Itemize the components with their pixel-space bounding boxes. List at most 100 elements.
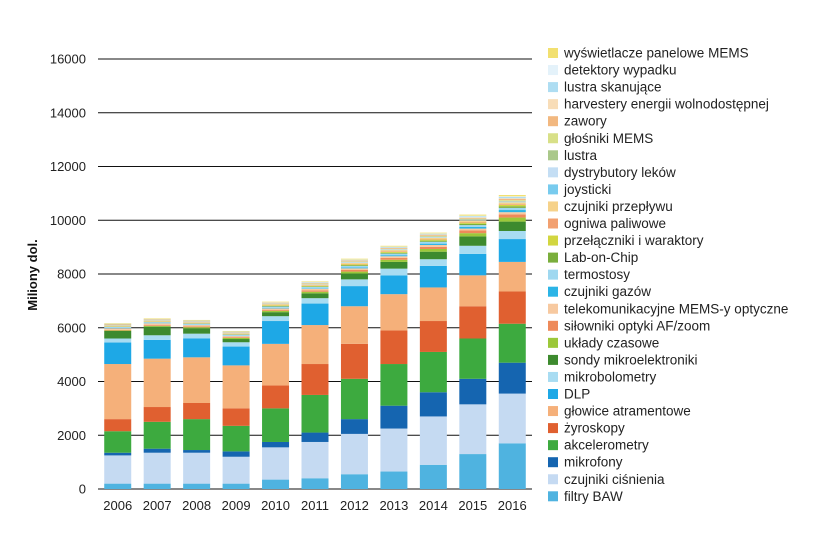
bar-segment	[222, 408, 250, 426]
legend-swatch	[548, 252, 558, 263]
bar-segment	[262, 316, 290, 322]
bar-segment	[143, 448, 171, 453]
bar-segment	[183, 320, 211, 322]
bar-segment	[183, 450, 211, 453]
bar-segment	[222, 334, 250, 336]
bar-segment	[262, 385, 290, 409]
legend-swatch	[548, 354, 558, 365]
bar-segment	[143, 407, 171, 422]
bar-segment	[380, 249, 408, 250]
bar-segment	[143, 452, 171, 484]
bar-segment	[459, 219, 487, 220]
bar-segment	[262, 310, 290, 313]
bar-segment	[498, 393, 526, 444]
bar-segment	[222, 331, 250, 333]
bar-segment	[498, 202, 526, 205]
bar-segment	[183, 403, 211, 420]
legend-entry: mikrobolometry	[564, 369, 657, 384]
bar-segment	[262, 306, 290, 308]
bar-segment	[262, 321, 290, 344]
legend-swatch	[548, 457, 558, 468]
legend: wyświetlacze panelowe MEMS detektory wypa…	[548, 46, 788, 504]
bar-segment	[183, 419, 211, 451]
bar-segment	[419, 236, 447, 238]
bar-segment	[262, 343, 290, 386]
bar-segment	[459, 306, 487, 339]
legend-entry: detektory wypadku	[564, 63, 677, 78]
bar-segment	[419, 259, 447, 266]
legend-swatch	[548, 150, 558, 161]
bar-segment	[419, 246, 447, 250]
x-tick-label: 2009	[222, 498, 251, 513]
bar-segment	[301, 284, 329, 286]
bar-segment	[498, 204, 526, 205]
bar-segment	[340, 267, 368, 269]
bar-segment	[419, 251, 447, 260]
y-tick-label: 4000	[57, 374, 86, 389]
bar-segment	[380, 252, 408, 254]
bar-segment	[419, 249, 447, 252]
legend-entry: Lab-on-Chip	[564, 250, 638, 265]
bar-segment	[143, 318, 171, 319]
legend-swatch	[548, 371, 558, 382]
legend-entry: filtry BAW	[564, 489, 623, 504]
bar-segment	[104, 338, 132, 343]
bar-segment	[380, 268, 408, 276]
legend-entry: układy czasowe	[564, 335, 659, 350]
bar-segment	[498, 221, 526, 231]
bar-segment	[459, 218, 487, 220]
legend-swatch	[548, 389, 558, 399]
legend-swatch	[548, 116, 558, 127]
bar-segment	[419, 241, 447, 244]
bar-segment	[183, 328, 211, 334]
bars	[104, 194, 526, 489]
bar-segment	[301, 290, 329, 292]
bar-segment	[222, 342, 250, 347]
legend-swatch	[548, 99, 558, 110]
bar-segment	[498, 323, 526, 363]
bar-segment	[340, 343, 368, 379]
y-tick-label: 8000	[57, 267, 86, 282]
bar-segment	[419, 321, 447, 352]
bar-segment	[380, 245, 408, 247]
legend-swatch	[548, 65, 558, 76]
bar-segment	[183, 326, 211, 328]
bar-segment	[419, 244, 447, 247]
bar-segment	[183, 327, 211, 329]
bar-segment	[262, 312, 290, 317]
legend-entry: wyświetlacze panelowe MEMS	[563, 46, 749, 61]
legend-swatch	[548, 48, 558, 58]
bar-segment	[419, 265, 447, 288]
x-tick-label: 2012	[340, 498, 369, 513]
x-tick-label: 2016	[498, 498, 527, 513]
bar-segment	[419, 239, 447, 241]
bar-segment	[498, 261, 526, 292]
bar-segment	[104, 330, 132, 339]
bar-segment	[143, 319, 171, 320]
bar-segment	[459, 378, 487, 405]
bar-segment	[262, 305, 290, 307]
bar-segment	[262, 309, 290, 311]
y-tick-label: 12000	[50, 159, 86, 174]
bar-segment	[380, 256, 408, 258]
bar-segment	[340, 271, 368, 274]
bar-segment	[104, 323, 132, 325]
bar-segment	[419, 240, 447, 242]
legend-entry: termostosy	[564, 267, 630, 282]
bar-segment	[459, 225, 487, 227]
bar-segment	[340, 286, 368, 307]
bar-segment	[380, 405, 408, 429]
legend-swatch	[548, 406, 558, 417]
bar-segment	[222, 333, 250, 334]
bar-segment	[104, 329, 132, 331]
bar-segment	[104, 325, 132, 327]
bar-segment	[459, 245, 487, 254]
bar-segment	[459, 454, 487, 489]
bar-segment	[459, 233, 487, 237]
bar-segment	[301, 291, 329, 294]
bar-segment	[419, 235, 447, 236]
bar-segment	[104, 452, 132, 456]
bar-segment	[419, 287, 447, 322]
bar-segment	[143, 339, 171, 359]
bar-segment	[301, 288, 329, 291]
